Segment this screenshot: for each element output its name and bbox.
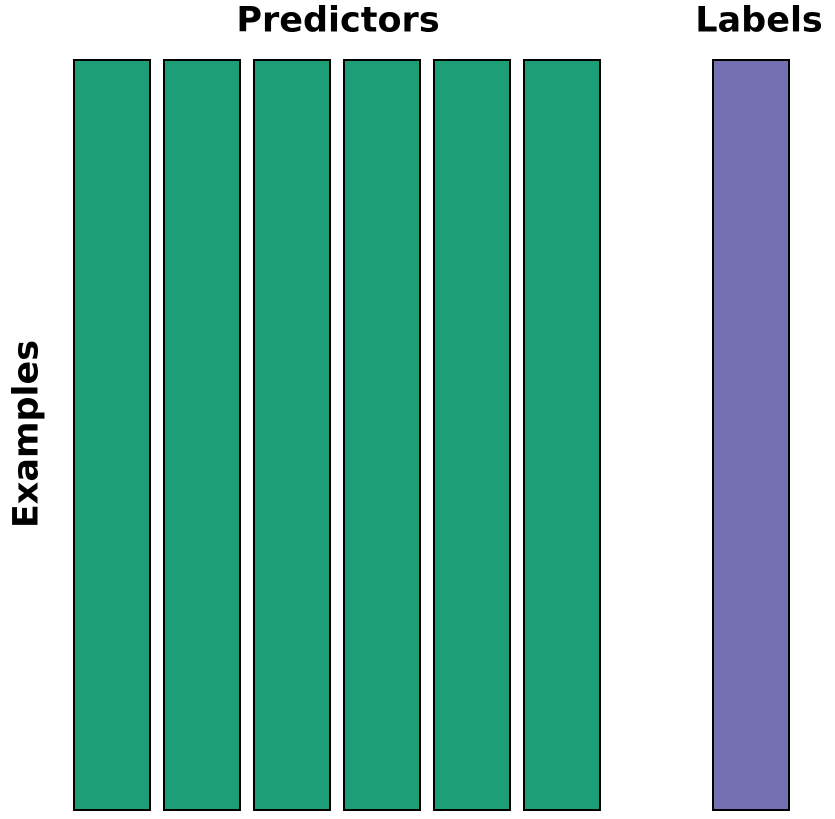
predictors-heading: Predictors (236, 0, 440, 41)
predictor-columns (73, 59, 601, 811)
examples-axis-label: Examples (6, 339, 47, 529)
predictor-5-column (433, 59, 511, 811)
predictor-6-column (523, 59, 601, 811)
predictor-1-column (73, 59, 151, 811)
labels-heading: Labels (695, 0, 823, 41)
label-columns (712, 59, 790, 811)
label-1-column (712, 59, 790, 811)
predictor-4-column (343, 59, 421, 811)
predictor-2-column (163, 59, 241, 811)
predictor-3-column (253, 59, 331, 811)
